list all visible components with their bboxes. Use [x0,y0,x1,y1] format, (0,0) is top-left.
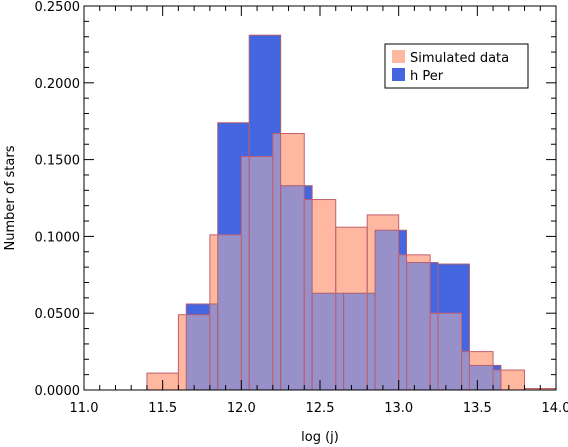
overlap-region-7 [304,199,313,390]
overlap-region-19 [493,370,501,390]
overlap-region-4 [249,156,273,390]
y-axis-title: Number of stars [3,145,18,250]
y-tick-labels: 0.0000 0.0500 0.1000 0.1500 0.2000 0.2500 [35,0,81,399]
overlap-region-10 [343,293,368,390]
overlap-region-3 [241,156,250,390]
y-tick-label: 0.1000 [35,230,81,245]
overlap-region-13 [398,254,407,390]
overlap-region-11 [367,293,376,390]
x-tick-labels: 11.0 11.5 12.0 12.5 13.0 13.5 14.0 [70,401,568,416]
overlap-region-14 [406,262,431,390]
overlap-region-16 [438,313,462,390]
legend-label-h-per: h Per [410,69,444,84]
y-tick-label: 0.1500 [35,154,81,169]
x-tick-label: 13.5 [463,401,492,416]
overlap-region-2 [217,234,242,390]
overlap-region-0 [186,314,210,390]
overlap-region-12 [375,230,399,390]
x-tick-label: 11.5 [148,401,177,416]
legend: Simulated data h Per [384,43,529,89]
x-tick-label: 14.0 [542,401,568,416]
overlap-region-6 [280,185,305,390]
overlap-region-15 [430,313,438,390]
overlap-bars [186,133,501,390]
legend-label-simulated: Simulated data [410,51,509,66]
axis-ticks [83,5,557,391]
x-axis-title: log (j) [301,430,339,445]
x-tick-label: 12.0 [227,401,256,416]
legend-swatch-simulated [392,50,405,63]
x-tick-label: 13.0 [384,401,413,416]
overlap-region-8 [312,293,336,390]
legend-box [384,43,529,89]
y-tick-label: 0.0000 [35,384,81,399]
legend-swatch-h-per [392,68,405,81]
overlap-region-18 [469,365,494,390]
x-tick-label: 12.5 [306,401,335,416]
x-tick-label: 11.0 [70,401,99,416]
overlap-region-5 [272,133,281,390]
overlap-region-9 [335,293,344,390]
y-tick-label: 0.2500 [35,0,81,15]
overlap-region-17 [461,351,470,390]
y-tick-label: 0.0500 [35,307,81,322]
overlap-region-1 [209,303,218,390]
y-tick-label: 0.2000 [35,77,81,92]
